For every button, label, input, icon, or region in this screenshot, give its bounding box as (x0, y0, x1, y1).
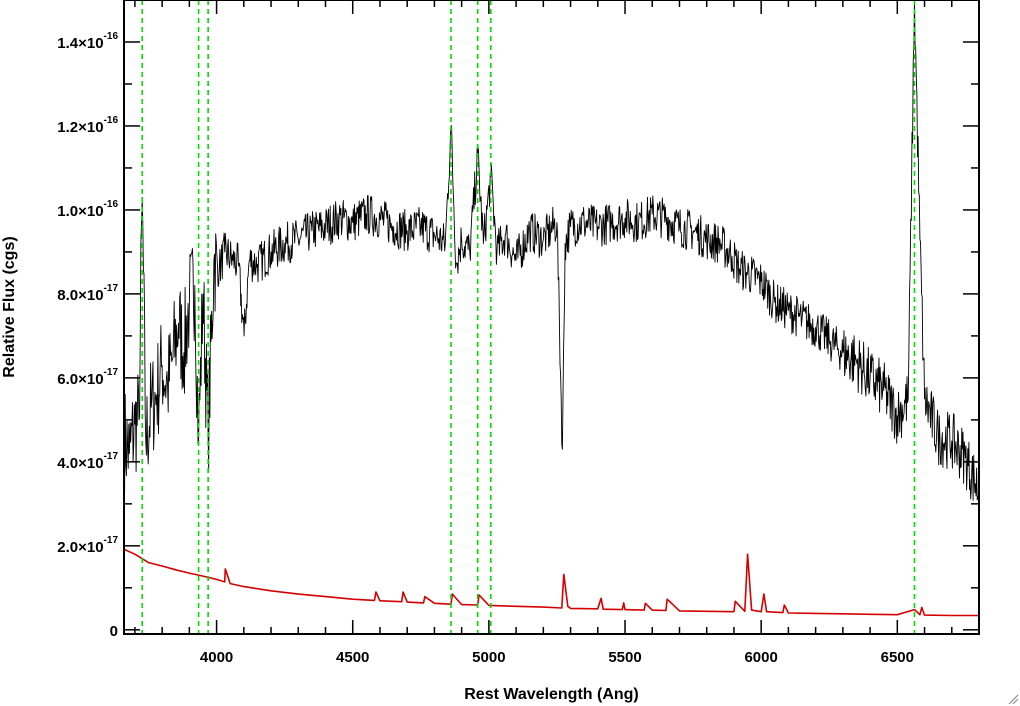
x-tick-label: 5500 (608, 649, 641, 666)
x-tick-label: 6000 (744, 649, 777, 666)
series-line-0 (124, 0, 979, 501)
x-axis-title: Rest Wavelength (Ang) (464, 686, 639, 703)
y-tick-label: 1.0×10-16 (57, 199, 118, 220)
y-tick-label: 4.0×10-17 (57, 451, 118, 472)
y-tick-label: 1.4×10-16 (57, 31, 118, 52)
series-line-1 (124, 548, 979, 617)
y-tick-label: 2.0×10-17 (57, 535, 118, 556)
plot-lines (124, 0, 979, 634)
x-tick-label: 4000 (200, 649, 233, 666)
y-tick-label: 1.2×10-16 (57, 115, 118, 136)
y-tick-label: 6.0×10-17 (57, 367, 118, 388)
resize-grip-icon[interactable] (1008, 694, 1019, 705)
y-axis-title: Relative Flux (cgs) (1, 236, 18, 377)
x-tick-label: 4500 (336, 649, 369, 666)
plot-frame (123, 0, 980, 635)
y-tick-label: 8.0×10-17 (57, 283, 118, 304)
axes: 4000 4500 5000 5500 6000 6500 0 2.0×10-17 4.0×10… (57, 0, 980, 666)
x-tick-label: 5000 (472, 649, 505, 666)
x-tick-label: 6500 (881, 649, 914, 666)
y-tick-label: 0 (110, 623, 118, 640)
